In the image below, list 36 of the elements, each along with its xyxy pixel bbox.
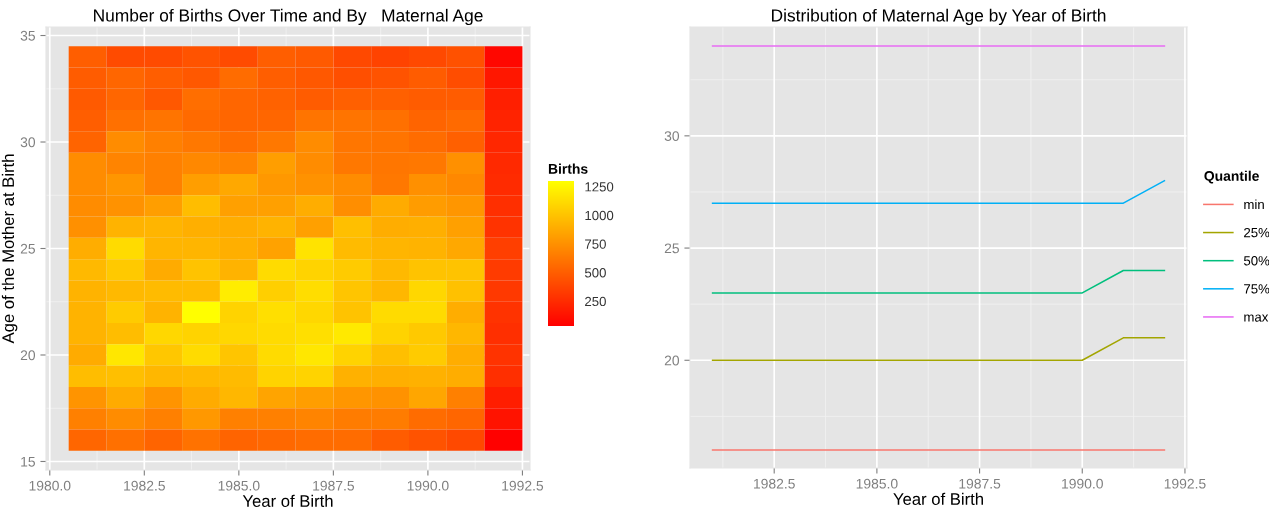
legend-label: 50%: [1243, 256, 1269, 266]
y-tick-label: 30: [20, 137, 36, 148]
x-tick-label: 1982.5: [124, 480, 165, 491]
y-tick-label: 25: [664, 243, 679, 254]
x-tick-label: 1990.0: [407, 480, 449, 491]
x-tick-label: 1987.5: [313, 480, 355, 491]
x-tick-label: 1992.5: [1164, 478, 1206, 489]
x-tick-label: 1985.0: [856, 478, 898, 489]
chart-title: Distribution of Maternal Age by Year of Birth: [772, 8, 1106, 26]
chart-title: Number of Births Over Time and By Maternal Age: [94, 8, 483, 26]
color-bar-label: 1000: [585, 210, 614, 221]
color-bar-label: 250: [585, 296, 606, 307]
x-tick-label: 1985.0: [218, 480, 260, 491]
color-bar-title: Births: [548, 163, 588, 174]
y-tick-label: 35: [20, 30, 35, 41]
y-tick-label: 15: [21, 456, 35, 467]
color-bar-label: 750: [585, 239, 606, 249]
legend-title: Quantile: [1204, 170, 1259, 184]
legend-label: min: [1244, 199, 1264, 210]
y-tick-label: 20: [20, 350, 36, 361]
x-axis-title: Year of Birth: [242, 494, 333, 507]
x-tick-label: 1990.0: [1062, 478, 1103, 489]
x-tick-label: 1980.0: [29, 480, 71, 491]
x-tick-label: 1982.5: [754, 478, 795, 489]
y-tick-label: 20: [664, 355, 680, 366]
x-axis-title: Year of Birth: [893, 492, 983, 505]
color-bar-label: 500: [584, 268, 606, 278]
y-tick-label: 30: [664, 131, 680, 142]
legend-label: max: [1244, 314, 1269, 322]
legend-label: 75%: [1244, 284, 1269, 294]
y-tick-label: 25: [20, 243, 35, 254]
legend-label: 25%: [1244, 227, 1269, 238]
x-tick-label: 1987.5: [959, 478, 1001, 489]
x-tick-label: 1992.5: [502, 480, 544, 491]
y-axis-title: Age of the Mother at Birth: [1, 154, 18, 344]
color-bar-label: 1250: [585, 182, 614, 192]
